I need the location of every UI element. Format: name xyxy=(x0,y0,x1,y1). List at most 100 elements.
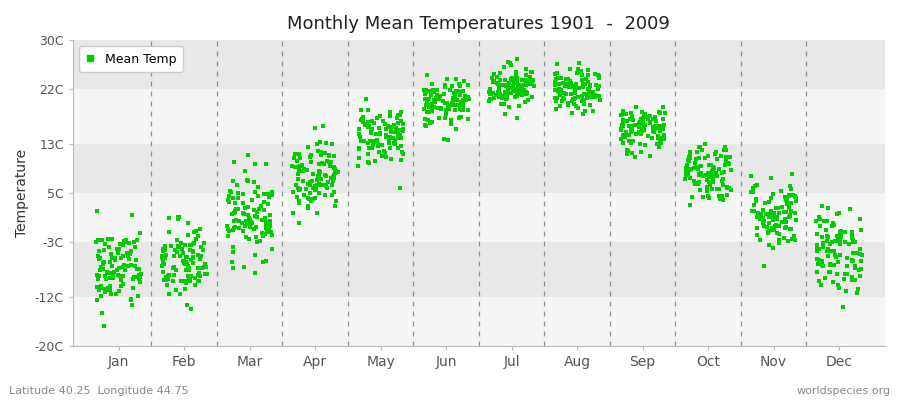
Point xyxy=(828,252,842,258)
Point xyxy=(783,226,797,232)
Point xyxy=(549,76,563,82)
Point xyxy=(700,192,715,199)
Point xyxy=(695,147,709,154)
Point xyxy=(652,144,666,150)
Point xyxy=(852,267,867,274)
Point xyxy=(782,192,796,198)
Point xyxy=(156,269,170,275)
Point xyxy=(556,80,571,86)
Point xyxy=(702,162,716,168)
Point xyxy=(129,257,143,264)
Point xyxy=(456,103,471,109)
Point xyxy=(112,272,127,279)
Point xyxy=(311,160,326,167)
Point xyxy=(103,275,117,281)
Point xyxy=(549,106,563,112)
Point xyxy=(184,273,198,279)
Point xyxy=(394,135,409,142)
Point xyxy=(418,102,433,108)
Point xyxy=(238,223,252,229)
Point xyxy=(788,195,803,201)
Point xyxy=(426,87,440,93)
Point xyxy=(421,102,436,108)
Point xyxy=(853,251,868,257)
Point xyxy=(720,184,734,190)
Point xyxy=(250,214,265,220)
Point xyxy=(809,247,824,254)
Point xyxy=(389,125,403,132)
Point xyxy=(248,270,263,276)
Point xyxy=(696,194,710,200)
Bar xyxy=(73,193,885,242)
Point xyxy=(526,68,540,75)
Point xyxy=(563,78,578,84)
Point xyxy=(166,278,180,284)
Point xyxy=(616,132,630,138)
Point xyxy=(810,244,824,250)
Point xyxy=(568,90,582,97)
Point xyxy=(97,241,112,247)
Point xyxy=(320,158,334,165)
Point xyxy=(522,81,536,87)
Point xyxy=(823,241,837,248)
Point xyxy=(744,188,759,195)
Point xyxy=(328,197,343,204)
Point xyxy=(567,96,581,102)
Point xyxy=(854,252,868,258)
Point xyxy=(103,285,117,292)
Point xyxy=(679,172,693,178)
Point xyxy=(503,61,517,68)
Point xyxy=(525,94,539,101)
Point xyxy=(571,104,585,111)
Point xyxy=(113,277,128,283)
Point xyxy=(92,273,106,280)
Point xyxy=(683,167,698,174)
Point xyxy=(366,138,381,144)
Point xyxy=(615,122,629,129)
Point xyxy=(499,82,513,88)
Point xyxy=(703,182,717,188)
Point xyxy=(715,170,729,176)
Point xyxy=(484,91,499,98)
Point xyxy=(706,175,720,181)
Point xyxy=(308,195,322,201)
Point xyxy=(814,282,829,288)
Point xyxy=(718,162,733,168)
Point xyxy=(559,90,573,97)
Point xyxy=(706,164,720,170)
Point xyxy=(376,148,391,154)
Point xyxy=(126,274,140,280)
Point xyxy=(262,225,276,231)
Point xyxy=(656,116,670,122)
Point xyxy=(570,70,584,76)
Point xyxy=(116,252,130,259)
Point xyxy=(293,162,308,169)
Point xyxy=(820,238,834,244)
Point xyxy=(158,243,173,249)
Point xyxy=(745,189,760,196)
Point xyxy=(750,214,764,220)
Point xyxy=(120,250,134,256)
Point xyxy=(719,185,733,192)
Point xyxy=(705,170,719,177)
Point xyxy=(581,72,596,78)
Point xyxy=(716,182,731,188)
Point xyxy=(293,185,308,192)
Point xyxy=(844,232,859,238)
Point xyxy=(509,75,524,81)
Point xyxy=(352,126,366,132)
Point xyxy=(157,260,171,267)
Point xyxy=(440,76,454,82)
Point xyxy=(116,242,130,248)
Point xyxy=(683,155,698,161)
Point xyxy=(179,254,194,260)
Point xyxy=(99,276,113,282)
Point xyxy=(507,87,521,94)
Point xyxy=(177,258,192,264)
Point xyxy=(723,154,737,160)
Point xyxy=(853,246,868,252)
Point xyxy=(308,124,322,131)
Point xyxy=(172,214,186,220)
Point xyxy=(615,121,629,128)
Point xyxy=(325,192,339,199)
